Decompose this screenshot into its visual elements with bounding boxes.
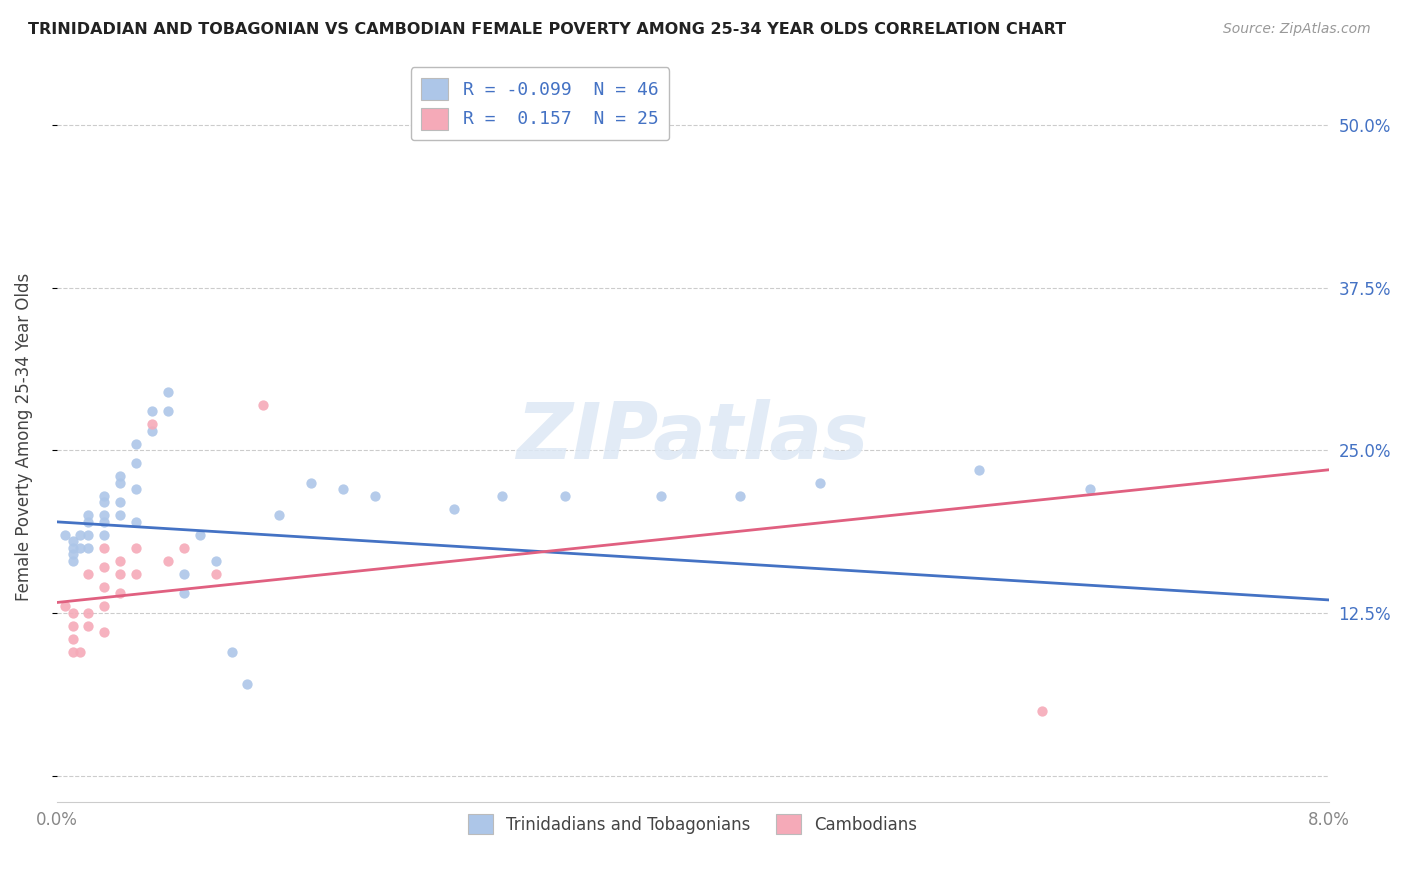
Point	[110, 475, 132, 490]
Point	[125, 483, 148, 497]
Point	[173, 541, 195, 555]
Point	[69, 541, 91, 555]
Point	[141, 424, 163, 438]
Point	[1078, 483, 1101, 497]
Point	[53, 599, 76, 614]
Point	[69, 528, 91, 542]
Point	[77, 606, 100, 620]
Point	[77, 566, 100, 581]
Point	[62, 541, 84, 555]
Point	[93, 560, 115, 574]
Text: Source: ZipAtlas.com: Source: ZipAtlas.com	[1223, 22, 1371, 37]
Point	[69, 645, 91, 659]
Point	[110, 586, 132, 600]
Point	[173, 566, 195, 581]
Point	[252, 398, 274, 412]
Point	[93, 599, 115, 614]
Point	[204, 566, 226, 581]
Point	[110, 566, 132, 581]
Point	[125, 566, 148, 581]
Point	[221, 645, 243, 659]
Point	[62, 547, 84, 561]
Point	[491, 489, 513, 503]
Point	[730, 489, 752, 503]
Point	[77, 541, 100, 555]
Point	[62, 619, 84, 633]
Text: ZIPatlas: ZIPatlas	[516, 400, 869, 475]
Legend: Trinidadians and Tobagonians, Cambodians: Trinidadians and Tobagonians, Cambodians	[458, 804, 927, 844]
Point	[110, 495, 132, 509]
Point	[110, 554, 132, 568]
Point	[93, 528, 115, 542]
Point	[93, 580, 115, 594]
Point	[93, 625, 115, 640]
Point	[62, 645, 84, 659]
Point	[125, 541, 148, 555]
Point	[53, 528, 76, 542]
Point	[77, 528, 100, 542]
Point	[93, 541, 115, 555]
Point	[156, 404, 179, 418]
Point	[93, 489, 115, 503]
Point	[93, 515, 115, 529]
Point	[363, 489, 385, 503]
Point	[808, 475, 831, 490]
Point	[156, 384, 179, 399]
Point	[554, 489, 576, 503]
Point	[141, 404, 163, 418]
Point	[141, 417, 163, 432]
Point	[62, 554, 84, 568]
Point	[269, 508, 291, 523]
Point	[62, 632, 84, 646]
Point	[188, 528, 211, 542]
Point	[125, 515, 148, 529]
Point	[125, 437, 148, 451]
Point	[93, 508, 115, 523]
Point	[77, 508, 100, 523]
Point	[1031, 704, 1053, 718]
Point	[110, 469, 132, 483]
Point	[77, 619, 100, 633]
Point	[93, 495, 115, 509]
Point	[156, 554, 179, 568]
Point	[173, 586, 195, 600]
Point	[236, 677, 259, 691]
Point	[967, 463, 990, 477]
Point	[204, 554, 226, 568]
Point	[650, 489, 672, 503]
Point	[62, 534, 84, 549]
Point	[443, 501, 465, 516]
Y-axis label: Female Poverty Among 25-34 Year Olds: Female Poverty Among 25-34 Year Olds	[15, 273, 32, 601]
Point	[332, 483, 354, 497]
Point	[125, 456, 148, 470]
Point	[299, 475, 322, 490]
Point	[77, 515, 100, 529]
Point	[110, 508, 132, 523]
Point	[62, 606, 84, 620]
Text: TRINIDADIAN AND TOBAGONIAN VS CAMBODIAN FEMALE POVERTY AMONG 25-34 YEAR OLDS COR: TRINIDADIAN AND TOBAGONIAN VS CAMBODIAN …	[28, 22, 1066, 37]
